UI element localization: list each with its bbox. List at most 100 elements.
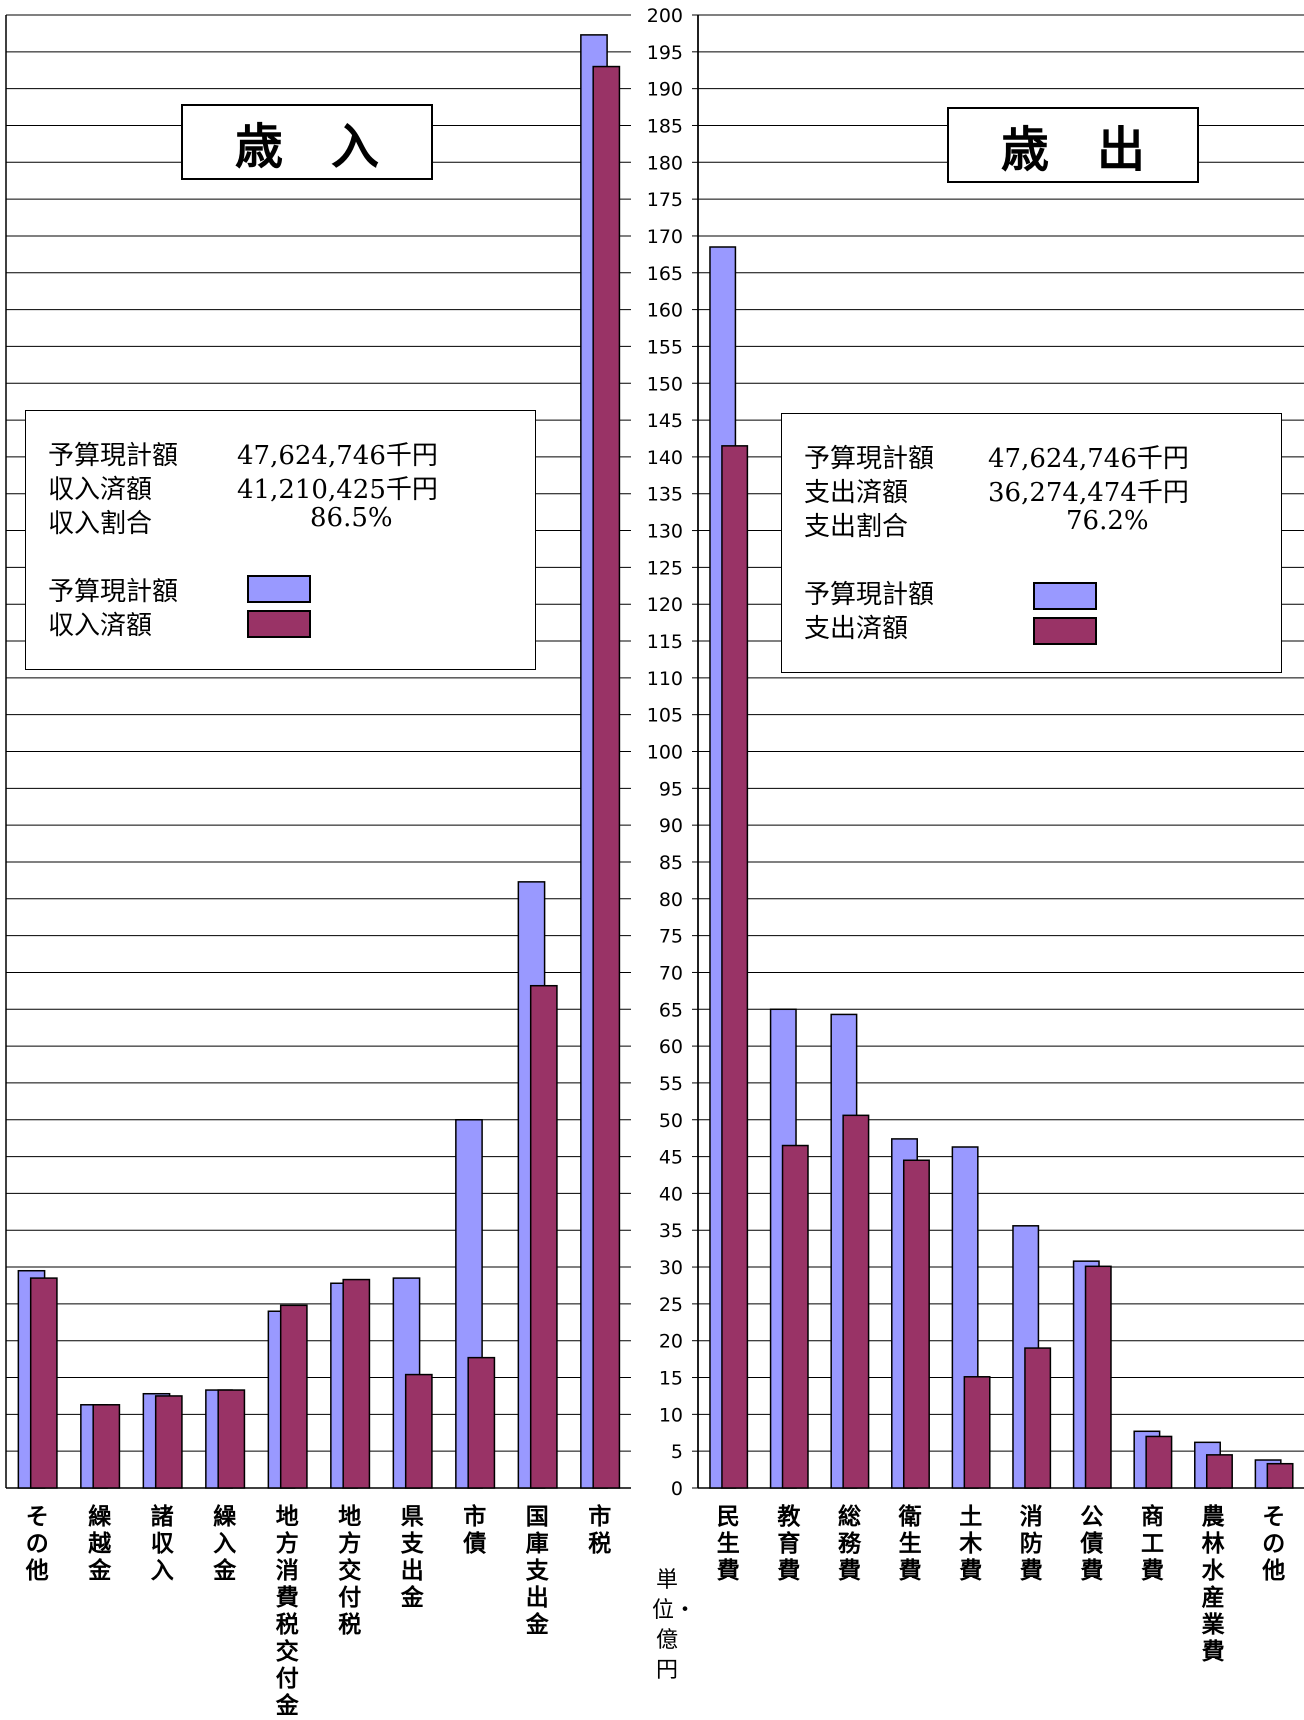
y-tick-label: 175 <box>647 189 683 211</box>
expenditure-actual-bar <box>1145 1435 1173 1489</box>
y-tick-label: 145 <box>647 410 683 432</box>
expenditure-category-label: 公債費 <box>1080 1504 1104 1584</box>
expenditure-plot-area <box>697 14 1304 1489</box>
y-tick-label: 200 <box>647 5 683 27</box>
revenue-actual-bar <box>529 984 558 1489</box>
expenditure-actual-bar <box>1266 1462 1294 1489</box>
revenue-title: 歳入 <box>234 119 427 175</box>
y-tick-label: 140 <box>647 447 683 469</box>
expenditure-category-label: 衛生費 <box>898 1504 922 1584</box>
revenue-actual-bar <box>92 1404 121 1489</box>
y-tick-label: 75 <box>659 926 683 948</box>
expenditure-actual-bar <box>963 1376 991 1489</box>
expenditure-ratio-value: 76.2% <box>1066 506 1149 536</box>
revenue-summary-box: 予算現計額 47,624,746千円 収入済額 41,210,425千円 収入割… <box>25 410 536 670</box>
y-tick-label: 80 <box>659 889 683 911</box>
revenue-actual-bar <box>404 1373 433 1489</box>
revenue-budget-value: 47,624,746千円 <box>237 441 438 471</box>
expenditure-category-label: その他 <box>1262 1504 1286 1584</box>
revenue-title-box: 歳入 <box>181 104 433 180</box>
revenue-legend-budget-label: 予算現計額 <box>48 577 179 607</box>
y-tick-label: 170 <box>647 226 683 248</box>
y-tick-label: 100 <box>647 742 683 764</box>
expenditure-budget-label: 予算現計額 <box>804 444 935 474</box>
y-tick-label: 40 <box>659 1183 683 1205</box>
expenditure-title: 歳出 <box>1000 122 1193 178</box>
y-tick-label: 180 <box>647 152 683 174</box>
expenditure-category-label: 消防費 <box>1019 1504 1043 1584</box>
expenditure-spent-label: 支出済額 <box>804 478 909 508</box>
expenditure-actual-bar <box>1205 1454 1233 1489</box>
expenditure-category-label: 商工費 <box>1141 1504 1164 1584</box>
revenue-actual-bar <box>592 65 621 1489</box>
y-tick-label: 10 <box>659 1404 683 1426</box>
expenditure-legend-spent-label: 支出済額 <box>804 614 909 644</box>
y-tick-label: 70 <box>659 962 683 984</box>
expenditure-summary-box: 予算現計額 47,624,746千円 支出済額 36,274,474千円 支出割… <box>781 413 1282 673</box>
revenue-ratio-value: 86.5% <box>310 503 393 533</box>
y-tick-label: 160 <box>647 300 683 322</box>
y-tick-label: 15 <box>659 1368 683 1390</box>
revenue-actual-bar <box>467 1356 496 1489</box>
y-tick-label: 135 <box>647 484 683 506</box>
unit-label: 単位・億円 <box>652 1568 697 1683</box>
expenditure-actual-bar <box>1024 1347 1052 1489</box>
y-tick-label: 195 <box>647 42 683 64</box>
expenditure-legend-budget-label: 予算現計額 <box>804 580 935 610</box>
revenue-actual-bar <box>217 1389 246 1489</box>
y-tick-label: 20 <box>659 1331 683 1353</box>
y-tick-label: 125 <box>647 557 683 579</box>
y-tick-label: 190 <box>647 79 683 101</box>
expenditure-budget-value: 47,624,746千円 <box>988 444 1189 474</box>
revenue-budget-row: 予算現計額 <box>48 435 178 472</box>
revenue-received-value: 41,210,425千円 <box>237 475 438 505</box>
y-tick-label: 30 <box>659 1257 683 1279</box>
expenditure-title-box: 歳出 <box>947 107 1199 183</box>
y-tick-label: 105 <box>647 705 683 727</box>
revenue-category-label: 地方消費税交付金 <box>275 1504 299 1719</box>
expenditure-spent-value: 36,274,474千円 <box>988 478 1189 508</box>
revenue-budget-label: 予算現計額 <box>48 441 179 471</box>
revenue-category-label: 地方交付税 <box>338 1504 362 1638</box>
expenditure-actual-bar <box>721 445 749 1489</box>
revenue-legend-received-swatch <box>247 610 311 638</box>
revenue-category-label: 諸収入 <box>150 1504 174 1584</box>
revenue-category-label: その他 <box>25 1504 49 1584</box>
expenditure-legend-budget-swatch <box>1033 582 1097 610</box>
y-tick-label: 185 <box>647 115 683 137</box>
y-tick-label: 55 <box>659 1073 683 1095</box>
revenue-received-label: 収入済額 <box>48 475 153 505</box>
y-tick-label: 25 <box>659 1294 683 1316</box>
revenue-legend-budget-swatch <box>247 575 311 603</box>
revenue-actual-bar <box>29 1277 58 1489</box>
revenue-ratio-label: 収入割合 <box>48 509 153 539</box>
y-tick-label: 165 <box>647 263 683 285</box>
y-tick-label: 110 <box>647 668 683 690</box>
y-tick-label: 35 <box>659 1220 683 1242</box>
expenditure-category-label: 総務費 <box>838 1504 861 1584</box>
y-tick-label: 130 <box>647 521 683 543</box>
revenue-plot-area <box>5 14 631 1489</box>
expenditure-category-label: 教育費 <box>777 1504 801 1584</box>
revenue-legend-received-label: 収入済額 <box>48 611 153 641</box>
revenue-category-label: 繰入金 <box>213 1504 237 1584</box>
revenue-category-label: 市債 <box>463 1504 487 1557</box>
y-tick-label: 50 <box>659 1110 683 1132</box>
y-tick-label: 90 <box>659 815 683 837</box>
expenditure-category-label: 土木費 <box>959 1504 983 1584</box>
y-tick-label: 120 <box>647 594 683 616</box>
expenditure-ratio-label: 支出割合 <box>804 512 909 542</box>
y-tick-label: 150 <box>647 373 683 395</box>
expenditure-category-label: 民生費 <box>716 1504 740 1584</box>
y-axis: 0 5 10 15 20 25 30 35 40 45 50 55 60 65 70 75 80 85 90 95 10… <box>647 5 699 1500</box>
expenditure-actual-bar <box>902 1159 930 1489</box>
y-tick-label: 95 <box>659 778 683 800</box>
y-tick-label: 5 <box>671 1441 683 1463</box>
expenditure-legend-spent-swatch <box>1033 617 1097 645</box>
y-tick-label: 0 <box>671 1478 683 1500</box>
expenditure-actual-bar <box>1084 1265 1112 1489</box>
expenditure-actual-bar <box>842 1114 870 1489</box>
expenditure-category-label: 農林水産業費 <box>1201 1504 1225 1665</box>
revenue-actual-bar <box>154 1395 183 1489</box>
